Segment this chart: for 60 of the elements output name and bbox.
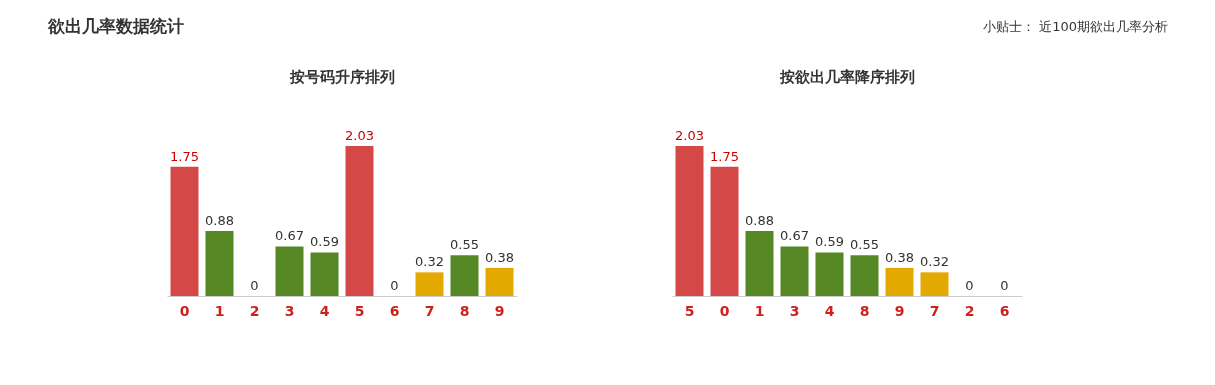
bar <box>345 146 374 296</box>
chart-title: 按号码升序排列 <box>288 68 395 86</box>
bar <box>485 267 514 296</box>
data-label: 0.59 <box>310 234 339 250</box>
x-tick-label: 4 <box>824 302 835 319</box>
bar <box>920 272 949 296</box>
data-label: 0.88 <box>745 212 774 228</box>
data-label: 0 <box>250 278 259 293</box>
x-tick-label: 5 <box>684 302 695 319</box>
data-label: 0.88 <box>205 212 234 228</box>
x-tick-label: 5 <box>354 302 365 319</box>
x-tick-label: 8 <box>459 302 470 319</box>
data-label: 1.75 <box>710 148 739 164</box>
x-tick-label: 4 <box>319 302 330 319</box>
data-label: 0.55 <box>850 237 879 253</box>
data-label: 0.38 <box>485 249 514 265</box>
text: 欲出几率数据统计 <box>47 16 184 36</box>
data-label: 0 <box>965 278 974 293</box>
x-tick-label: 7 <box>424 302 435 319</box>
bar <box>310 252 339 296</box>
text: 小贴士： 近100期欲出几率分析 <box>983 19 1168 34</box>
data-label: 0.55 <box>450 237 479 253</box>
bar <box>170 166 199 296</box>
bar <box>745 230 774 296</box>
data-label: 2.03 <box>675 128 704 143</box>
x-tick-label: 0 <box>719 302 730 319</box>
bar <box>205 230 234 296</box>
x-tick-label: 6 <box>389 302 400 319</box>
data-label: 0.38 <box>885 249 914 265</box>
bar <box>885 267 914 296</box>
data-label: 1.75 <box>170 148 199 164</box>
chart-title: 按欲出几率降序排列 <box>778 68 915 86</box>
bar <box>275 246 304 296</box>
x-tick-label: 3 <box>789 302 800 319</box>
data-label: 0.32 <box>920 254 949 270</box>
bar <box>780 246 809 296</box>
bar <box>815 252 844 296</box>
x-tick-label: 2 <box>964 302 975 319</box>
x-tick-label: 1 <box>754 302 765 319</box>
bar <box>415 272 444 296</box>
bar <box>675 146 704 296</box>
bar <box>850 255 879 296</box>
data-label: 0 <box>390 278 399 293</box>
bar <box>710 166 739 296</box>
x-tick-label: 1 <box>214 302 225 319</box>
data-label: 0.67 <box>780 228 809 244</box>
x-tick-label: 9 <box>494 302 505 319</box>
data-label: 2.03 <box>345 128 374 143</box>
x-tick-label: 0 <box>179 302 190 319</box>
x-tick-label: 2 <box>249 302 260 319</box>
x-tick-label: 8 <box>859 302 870 319</box>
x-tick-label: 7 <box>929 302 940 319</box>
x-tick-label: 3 <box>284 302 295 319</box>
x-tick-label: 9 <box>894 302 905 319</box>
data-label: 0 <box>1000 278 1009 293</box>
data-label: 0.67 <box>275 228 304 244</box>
x-tick-label: 6 <box>999 302 1010 319</box>
bar <box>450 255 479 296</box>
data-label: 0.32 <box>415 254 444 270</box>
data-label: 0.59 <box>815 234 844 250</box>
